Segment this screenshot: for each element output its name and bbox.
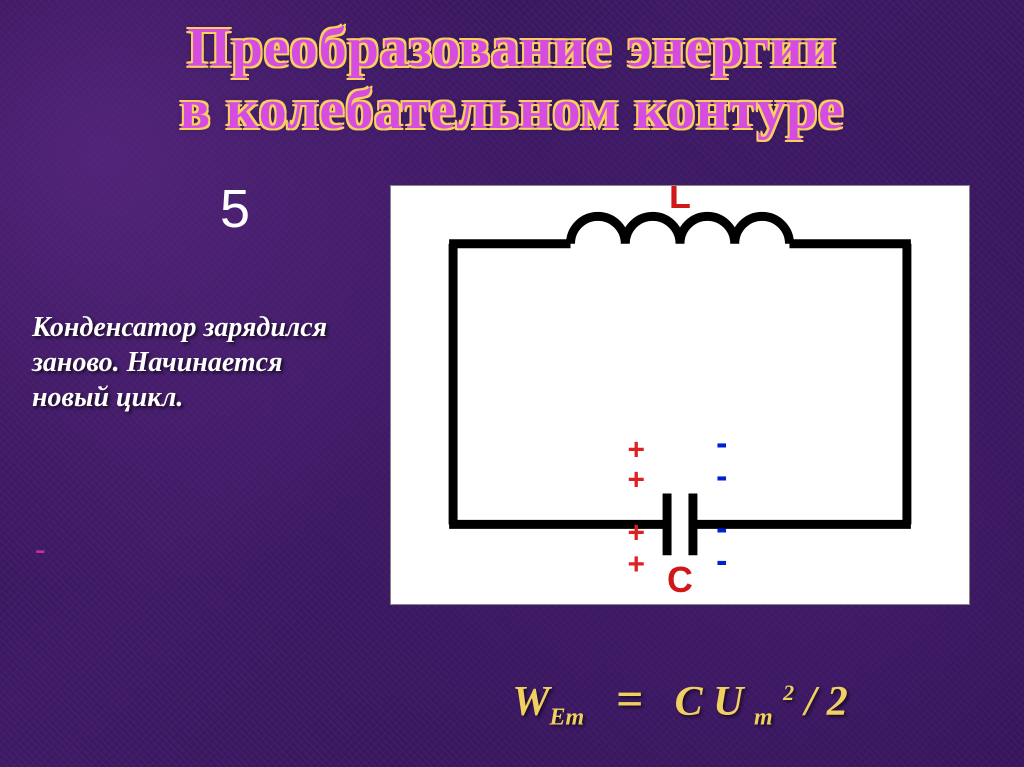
inductor-coils (571, 216, 790, 243)
slide: Преобразование энергии в колебательном к… (0, 0, 1024, 767)
charge-minus-icon: - (716, 542, 727, 580)
charge-plus-icon: + (627, 516, 644, 549)
formula-sq: 2 (783, 680, 794, 705)
formula-C: C (675, 679, 703, 725)
formula-slash: / (805, 679, 817, 725)
inductor-label: L (669, 186, 691, 216)
dash-mark: - (35, 530, 46, 567)
capacitor-label: C (667, 560, 693, 600)
circuit-diagram: L C + + + + - - - - (390, 185, 970, 605)
title-line-2: в колебательном контуре (180, 79, 844, 141)
formula-Em: Em (550, 704, 585, 730)
slide-title: Преобразование энергии в колебательном к… (0, 18, 1024, 141)
charge-plus-icon: + (627, 464, 644, 497)
step-number: 5 (220, 178, 250, 240)
energy-formula: WEm = C U m 2 / 2 (390, 672, 970, 731)
formula-eq: = (616, 673, 643, 726)
charge-minus-icon: - (716, 458, 727, 496)
title-line-1: Преобразование энергии (187, 17, 837, 79)
body-text: Конденсатор зарядился заново. Начинается… (32, 310, 342, 415)
lc-circuit-svg: L C + + + + - - - - (391, 186, 969, 604)
charge-plus-icon: + (627, 434, 644, 467)
formula-denom: 2 (827, 679, 848, 725)
formula-W: W (512, 679, 549, 725)
formula-U: U (713, 679, 743, 725)
charge-plus-icon: + (627, 548, 644, 581)
formula-m: m (754, 704, 773, 730)
